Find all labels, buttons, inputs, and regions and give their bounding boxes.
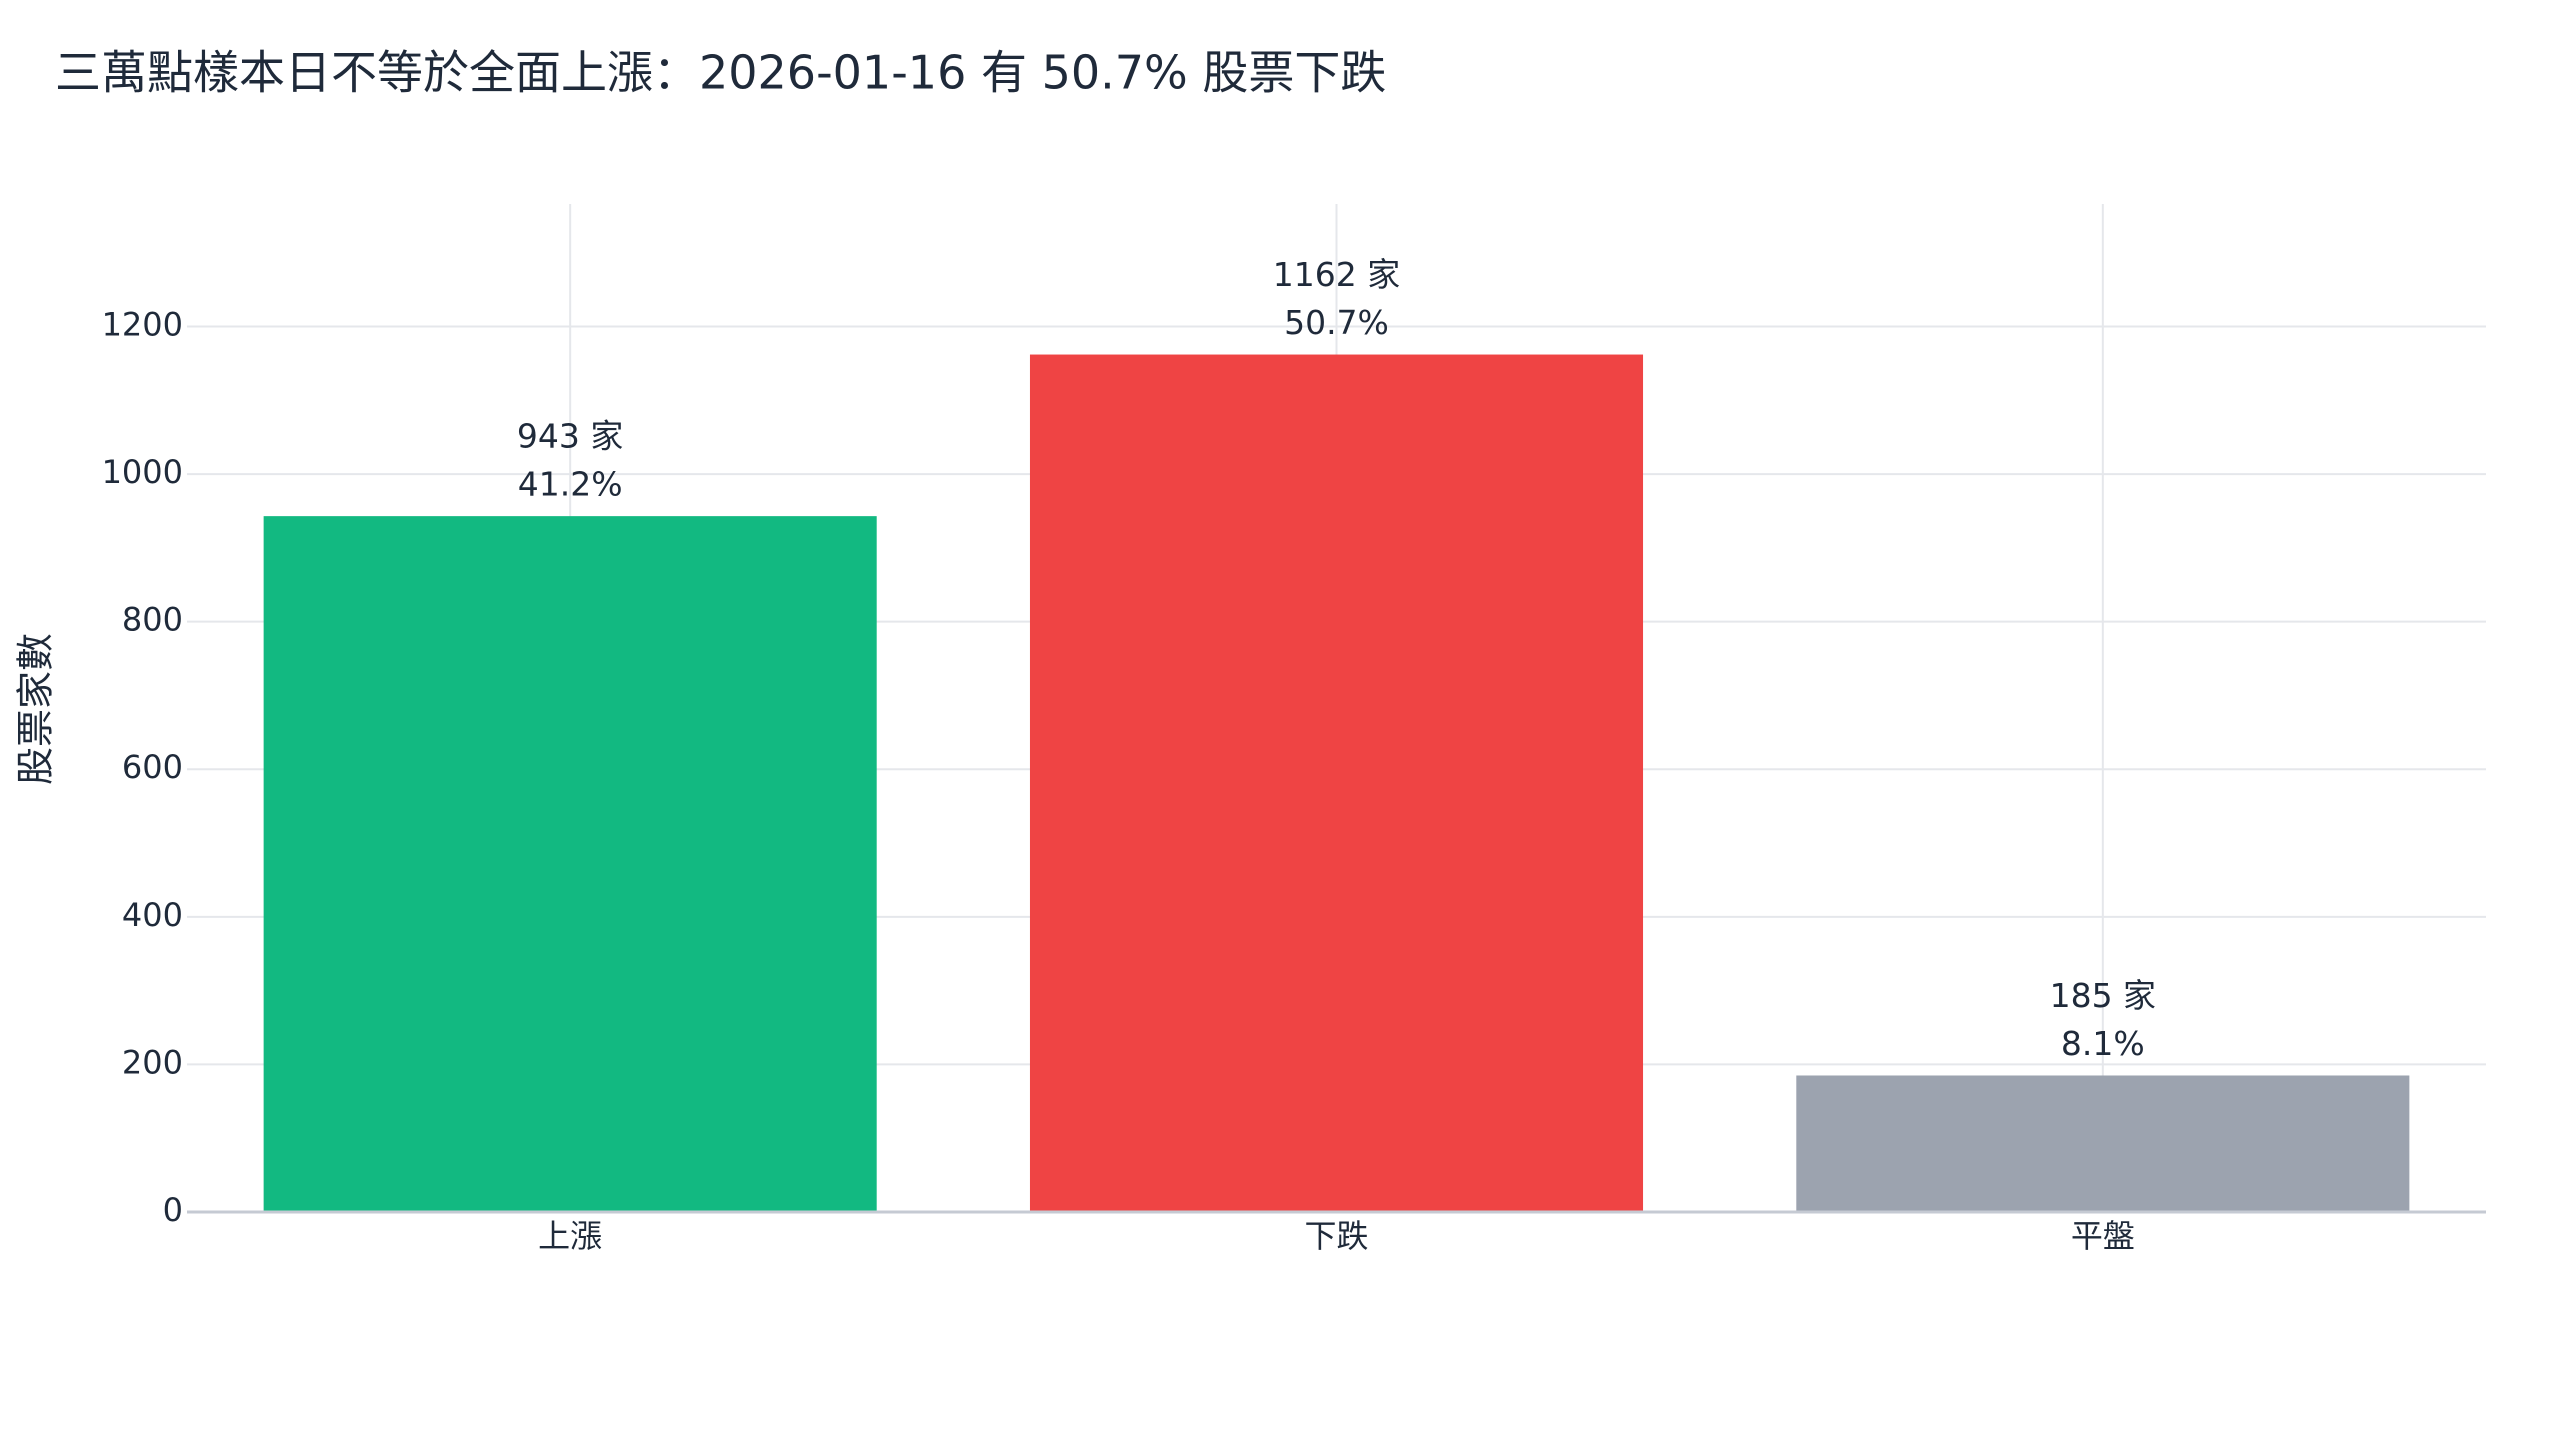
chart-title: 三萬點樣本日不等於全面上漲：2026-01-16 有 50.7% 股票下跌 bbox=[55, 46, 1386, 100]
bar bbox=[1796, 1075, 2410, 1212]
x-tick-label: 平盤 bbox=[2071, 1217, 2135, 1255]
bar bbox=[1029, 354, 1644, 1212]
value-label: 1162 家 bbox=[1273, 255, 1400, 294]
x-tick-label: 下跌 bbox=[1304, 1217, 1368, 1255]
y-axis-title: 股票家數 bbox=[14, 633, 58, 785]
percent-label: 50.7% bbox=[1284, 303, 1389, 342]
bar bbox=[263, 516, 877, 1212]
value-label: 185 家 bbox=[2050, 976, 2156, 1015]
percent-label: 8.1% bbox=[2061, 1024, 2145, 1063]
y-tick-label: 400 bbox=[122, 896, 183, 934]
y-tick-label: 800 bbox=[122, 601, 183, 639]
y-tick-label: 0 bbox=[163, 1191, 183, 1229]
percent-label: 41.2% bbox=[518, 465, 623, 504]
y-tick-label: 200 bbox=[122, 1043, 183, 1081]
value-label: 943 家 bbox=[517, 417, 623, 456]
y-tick-label: 1000 bbox=[102, 453, 183, 491]
y-tick-label: 600 bbox=[122, 748, 183, 786]
x-tick-label: 上漲 bbox=[538, 1217, 602, 1255]
y-tick-label: 1200 bbox=[102, 305, 183, 343]
